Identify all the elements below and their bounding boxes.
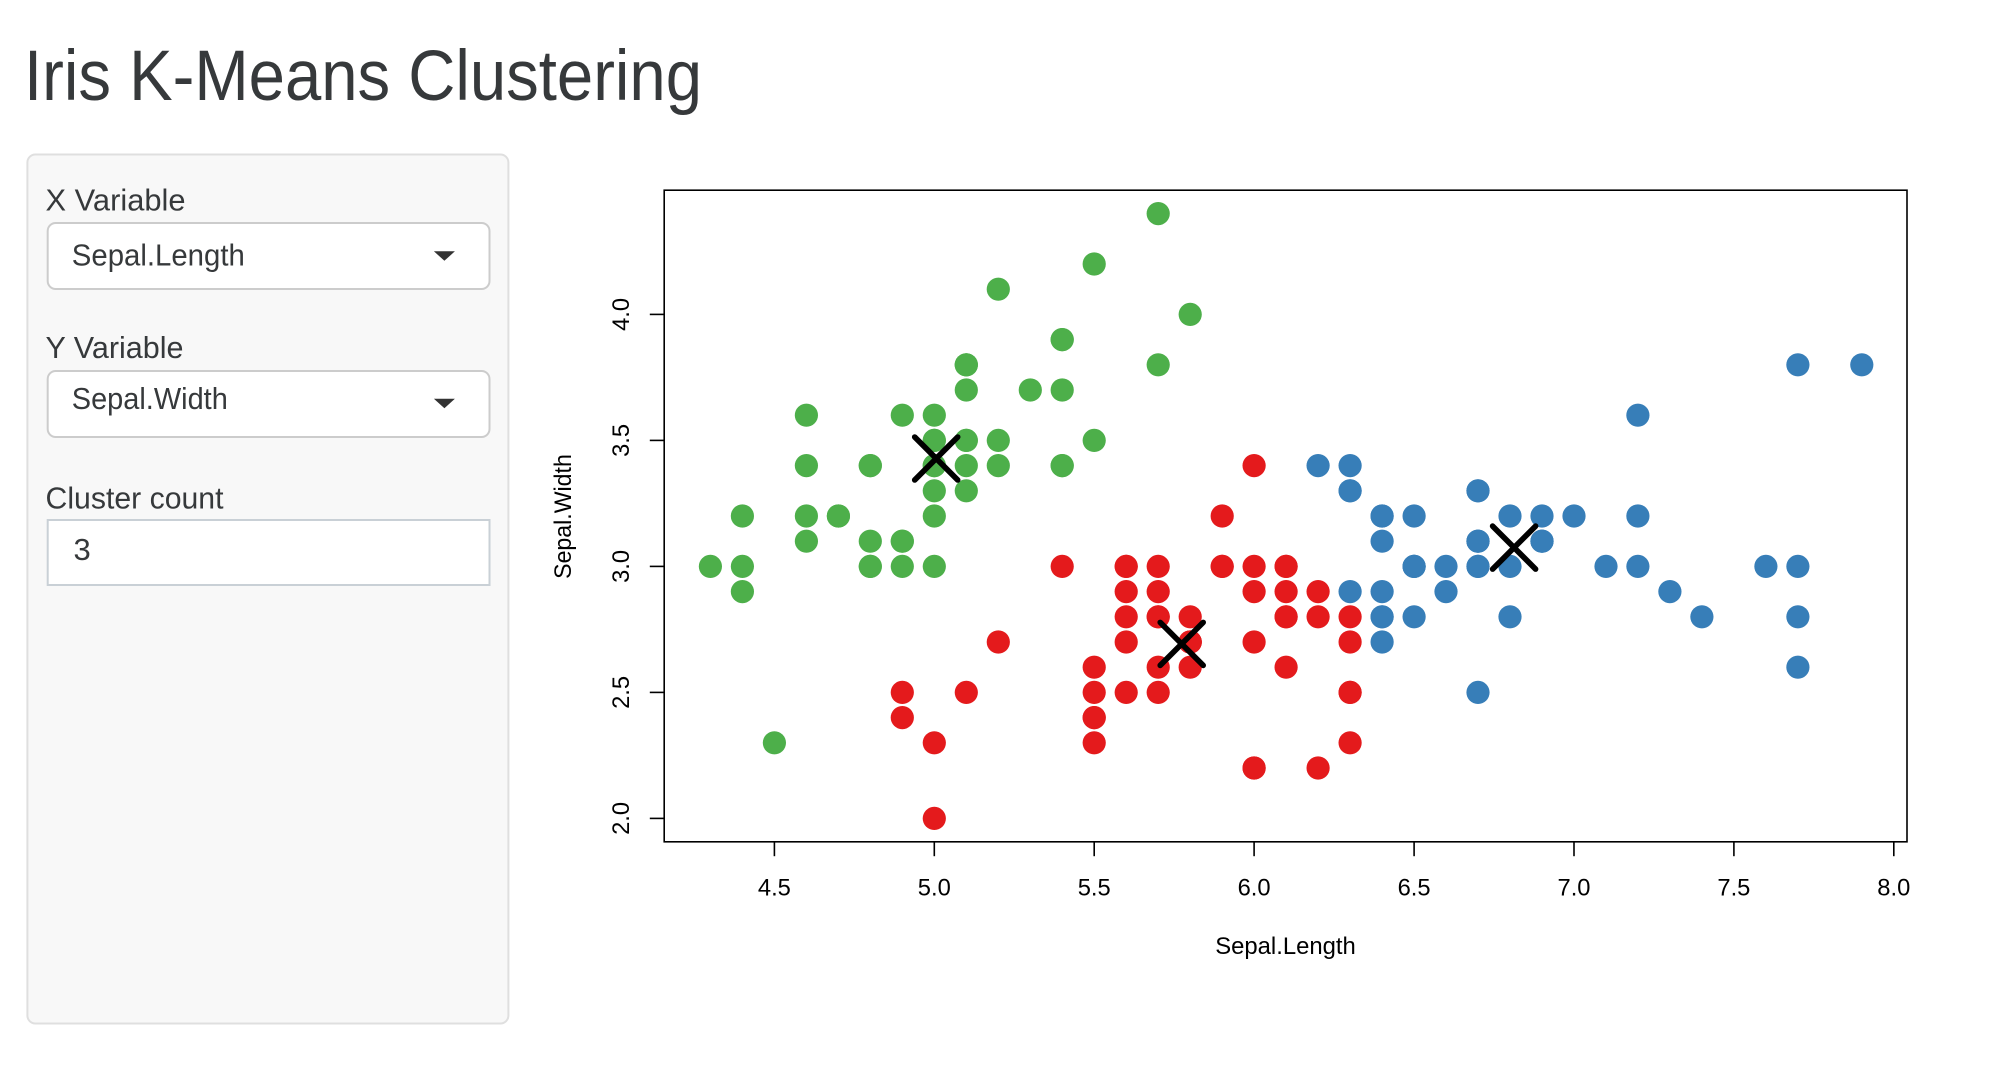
svg-text:8.0: 8.0 <box>1877 875 1910 902</box>
svg-text:5.5: 5.5 <box>1078 875 1111 902</box>
svg-text:3.0: 3.0 <box>608 550 635 583</box>
svg-text:6.0: 6.0 <box>1238 875 1271 902</box>
svg-text:Iris K-Means Clustering: Iris K-Means Clustering <box>24 37 702 116</box>
svg-text:Sepal.Width: Sepal.Width <box>72 381 228 416</box>
svg-text:2.0: 2.0 <box>608 802 635 835</box>
svg-text:Y Variable: Y Variable <box>46 330 184 365</box>
svg-text:7.0: 7.0 <box>1558 875 1591 902</box>
svg-text:Cluster count: Cluster count <box>46 481 224 516</box>
svg-text:Sepal.Width: Sepal.Width <box>550 454 577 579</box>
svg-text:5.0: 5.0 <box>918 875 951 902</box>
svg-text:3.5: 3.5 <box>608 424 635 457</box>
svg-text:7.5: 7.5 <box>1717 875 1750 902</box>
svg-text:X Variable: X Variable <box>46 183 186 218</box>
svg-text:Sepal.Length: Sepal.Length <box>72 237 245 272</box>
svg-text:4.5: 4.5 <box>758 875 791 902</box>
svg-text:2.5: 2.5 <box>608 676 635 709</box>
svg-text:Sepal.Length: Sepal.Length <box>1215 933 1356 960</box>
svg-text:6.5: 6.5 <box>1398 875 1431 902</box>
svg-text:4.0: 4.0 <box>608 298 635 331</box>
svg-text:3: 3 <box>74 532 91 567</box>
